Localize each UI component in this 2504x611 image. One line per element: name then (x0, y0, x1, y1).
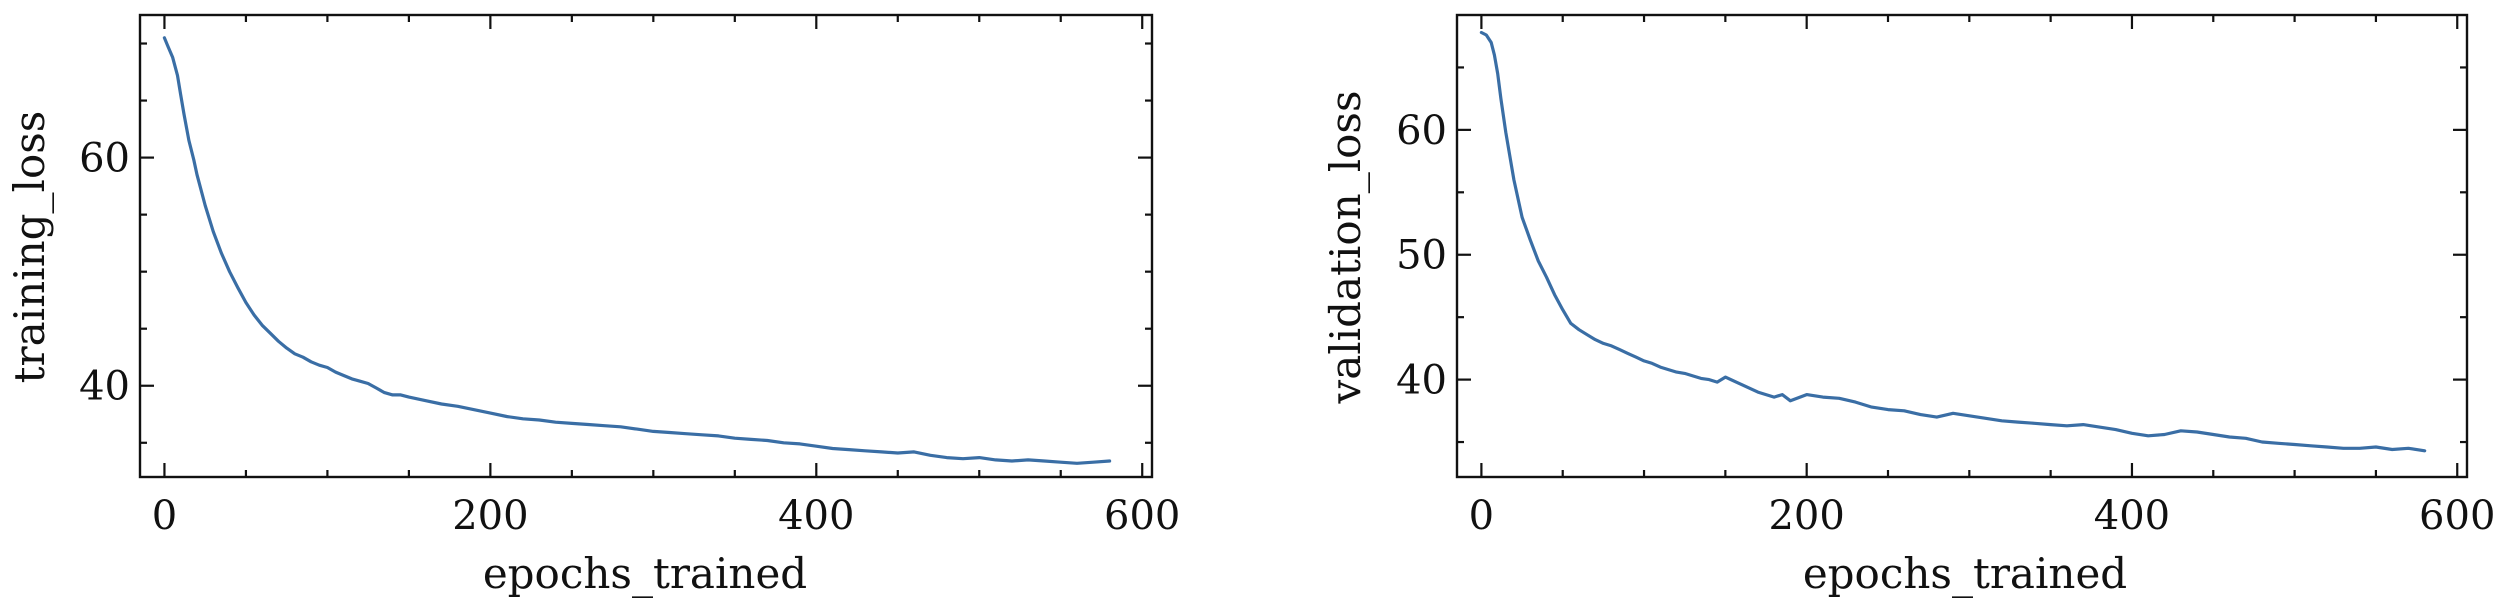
validation-x-axis-label: epochs_trained (1803, 549, 2127, 598)
validation-y-tick-label: 40 (1396, 358, 1447, 404)
validation-x-tick-label: 400 (2094, 493, 2170, 539)
validation-y-tick-label: 60 (1396, 108, 1447, 154)
training-y-tick-label: 40 (79, 364, 130, 410)
training-x-axis-label: epochs_trained (483, 549, 807, 598)
training-x-tick-label: 0 (152, 493, 177, 539)
validation-plot-frame (1455, 13, 2469, 479)
training-y-tick-label: 60 (79, 136, 130, 182)
training-plot-frame (138, 13, 1154, 479)
training-x-tick-label: 600 (1104, 493, 1180, 539)
training-y-axis-label: training_loss (5, 111, 54, 384)
validation-x-tick-label: 600 (2419, 493, 2495, 539)
validation-y-tick-label: 50 (1396, 233, 1447, 279)
validation-x-tick-label: 200 (1768, 493, 1844, 539)
training-loss-panel: epochs_trained training_loss 0 200 400 600 4… (5, 13, 1180, 598)
validation-x-tick-label: 0 (1469, 493, 1494, 539)
training-x-tick-label: 400 (778, 493, 854, 539)
validation-series-line (1479, 30, 2427, 453)
training-x-tick-label: 200 (452, 493, 528, 539)
validation-loss-panel: epochs_trained validation_loss 0 200 400 60… (1321, 13, 2495, 598)
validation-y-axis-label: validation_loss (1321, 90, 1370, 404)
training-series-line (162, 36, 1112, 465)
